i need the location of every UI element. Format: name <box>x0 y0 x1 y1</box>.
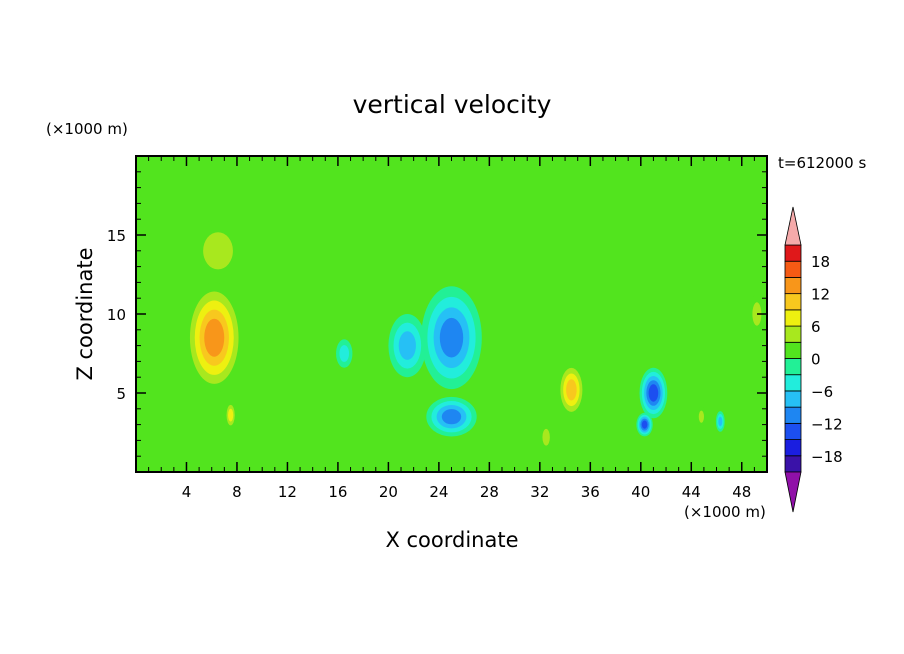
y-tick-label: 5 <box>116 385 126 403</box>
contour-feature <box>224 400 237 430</box>
x-tick-label: 4 <box>182 483 192 501</box>
contour-level <box>698 410 704 423</box>
y-axis-ticks: 5 10 15 <box>107 171 767 457</box>
colorbar-tick-label: 6 <box>811 318 821 336</box>
y-unit-label: (×1000 m) <box>46 120 128 138</box>
x-tick-label: 48 <box>732 483 751 501</box>
x-tick-label: 24 <box>429 483 448 501</box>
contour-feature <box>388 314 427 378</box>
contour-level <box>718 416 723 427</box>
contour-feature <box>421 286 482 390</box>
colorbar-box <box>784 422 802 440</box>
x-tick-label: 16 <box>328 483 347 501</box>
contour-features <box>145 219 765 452</box>
time-label: t=612000 s <box>778 154 866 172</box>
y-tick-label: 10 <box>107 306 126 324</box>
contour-feature <box>426 396 477 437</box>
colorbar-high-arrow <box>784 206 802 246</box>
contour-level <box>566 379 577 401</box>
y-axis-label: Z coordinate <box>73 247 97 380</box>
colorbar-box <box>784 260 802 278</box>
contour-feature <box>696 406 706 428</box>
colorbar: 18 12 6 0 −6 −12 −18 <box>784 206 843 513</box>
colorbar-box <box>784 374 802 392</box>
colorbar-box <box>784 390 802 408</box>
x-tick-label: 20 <box>379 483 398 501</box>
contour-feature <box>639 367 668 419</box>
contour-level <box>398 331 416 360</box>
contour-level <box>648 384 659 402</box>
contour-feature <box>715 411 725 432</box>
contour-level <box>752 302 762 326</box>
x-axis-ticks: 4 8 12 16 20 24 28 32 36 40 44 48 <box>148 156 755 501</box>
y-tick-label: 15 <box>107 227 126 245</box>
contour-level <box>641 420 648 429</box>
chart-title: vertical velocity <box>353 90 552 119</box>
contour-level <box>228 408 234 422</box>
x-tick-label: 12 <box>278 483 297 501</box>
x-tick-label: 40 <box>631 483 650 501</box>
contour-feature <box>539 423 553 452</box>
contour-feature <box>145 298 165 362</box>
x-unit-label: (×1000 m) <box>684 503 766 521</box>
colorbar-tick-label: 0 <box>811 351 821 369</box>
contour-level <box>339 345 350 362</box>
contour-feature <box>636 412 653 437</box>
colorbar-low-arrow <box>784 471 802 513</box>
x-tick-label: 32 <box>530 483 549 501</box>
colorbar-tick-label: −12 <box>811 415 843 433</box>
contour-feature <box>336 339 353 368</box>
heatmap <box>136 156 767 472</box>
colorbar-box <box>784 277 802 295</box>
contour-level <box>204 318 225 357</box>
contour-level <box>441 409 462 425</box>
contour-feature <box>749 294 765 334</box>
colorbar-box <box>784 293 802 311</box>
colorbar-tick-label: 12 <box>811 286 830 304</box>
colorbar-box <box>784 358 802 376</box>
contour-feature <box>557 362 586 418</box>
colorbar-tick-label: 18 <box>811 253 830 271</box>
colorbar-tick-label: −18 <box>811 448 843 466</box>
colorbar-box <box>784 325 802 343</box>
colorbar-tick-label: −6 <box>811 383 833 401</box>
contour-level <box>145 298 165 362</box>
colorbar-box <box>784 244 802 262</box>
x-tick-label: 28 <box>480 483 499 501</box>
contour-level <box>203 232 233 270</box>
colorbar-box <box>784 341 802 359</box>
contour-feature <box>192 219 244 283</box>
colorbar-box <box>784 439 802 457</box>
contour-level <box>439 317 464 358</box>
colorbar-box <box>784 455 802 473</box>
contour-level <box>542 428 550 446</box>
x-tick-label: 44 <box>682 483 701 501</box>
x-axis-label: X coordinate <box>385 528 518 552</box>
colorbar-box <box>784 406 802 424</box>
colorbar-box <box>784 309 802 327</box>
contour-feature <box>185 282 244 394</box>
x-tick-label: 8 <box>232 483 242 501</box>
x-tick-label: 36 <box>581 483 600 501</box>
